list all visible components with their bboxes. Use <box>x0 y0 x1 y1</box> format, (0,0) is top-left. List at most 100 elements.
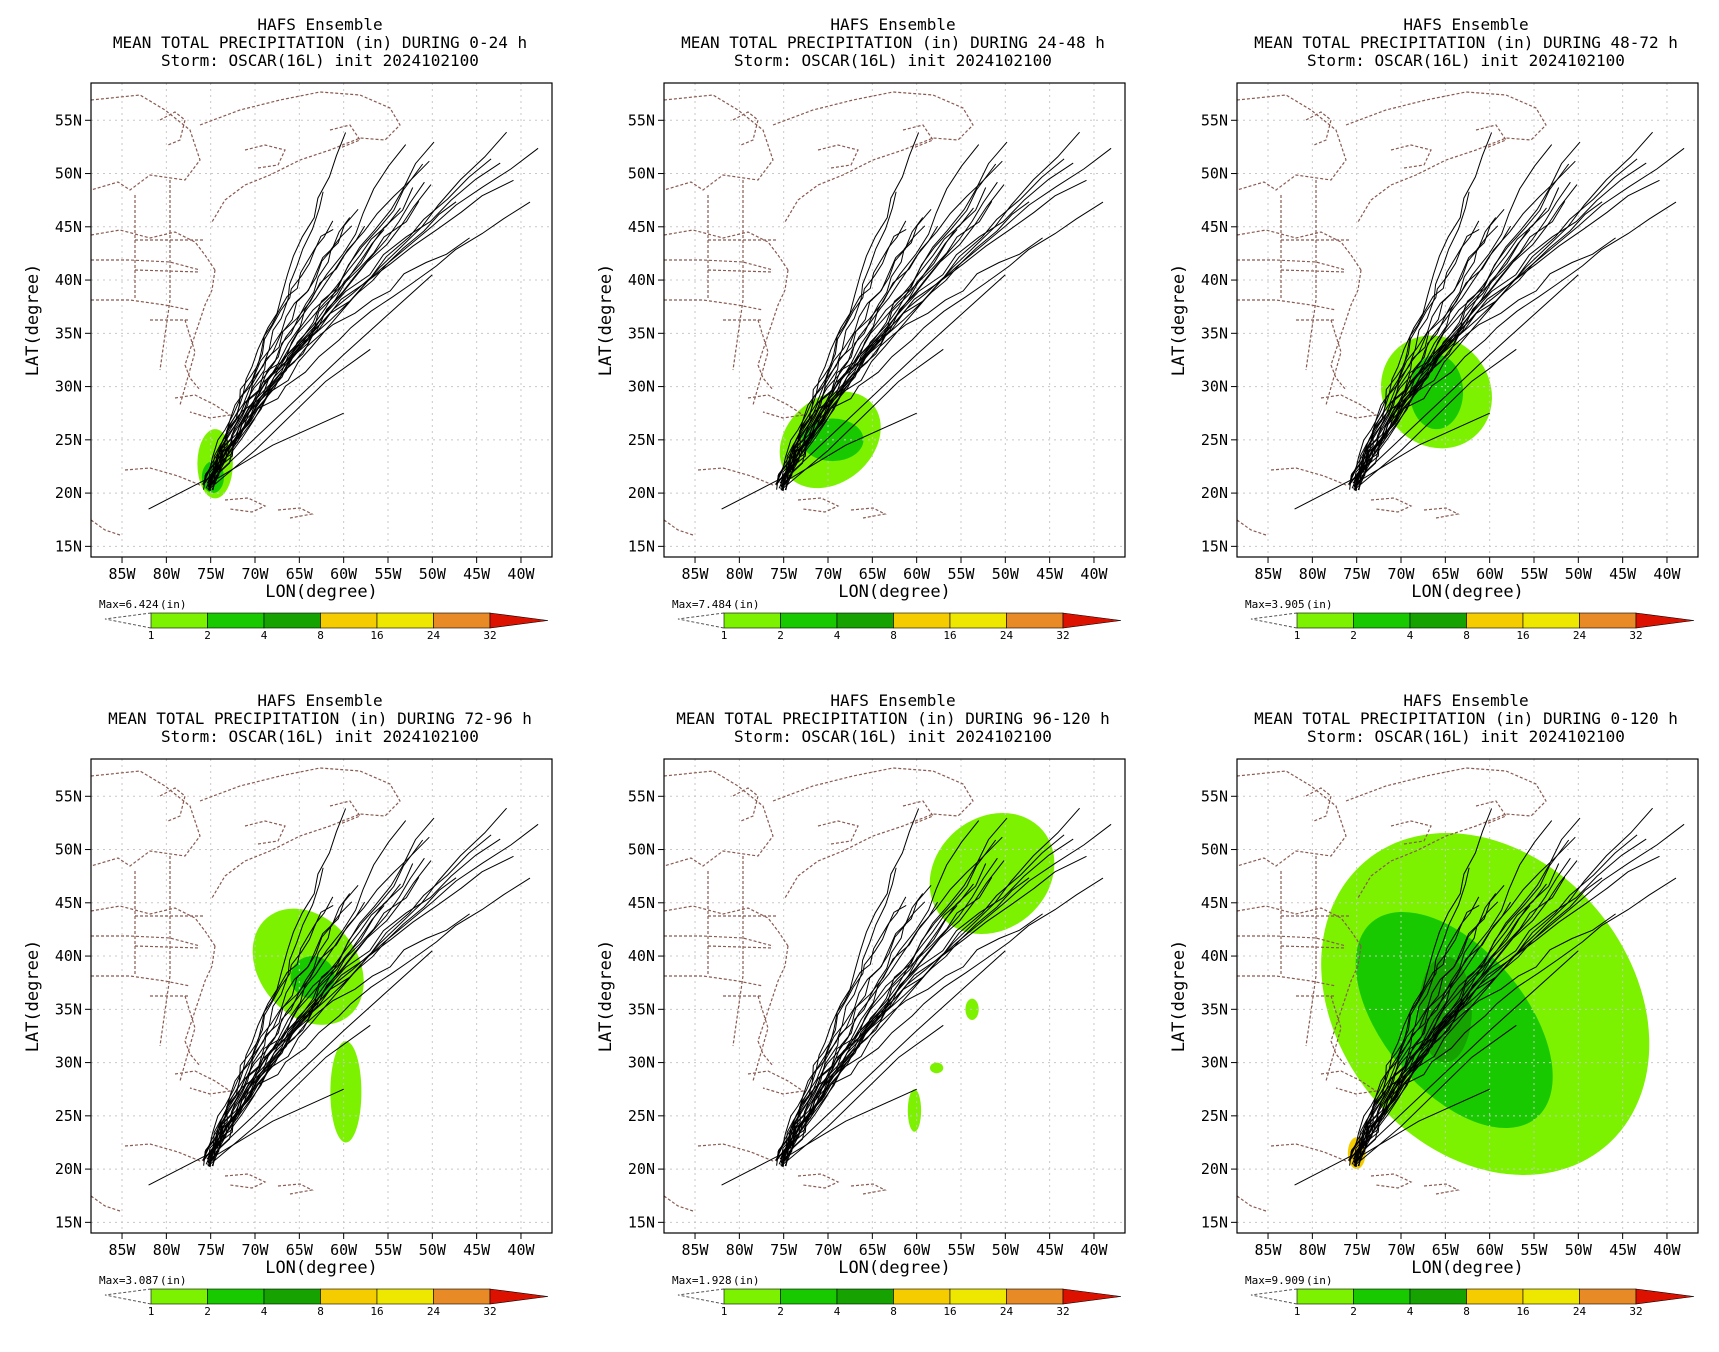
track-18 <box>203 179 514 486</box>
colorbar-bin-4 <box>1466 1288 1524 1305</box>
track-29 <box>721 1152 784 1186</box>
track-29 <box>721 476 784 510</box>
y-tick-label: 20N <box>628 1160 655 1178</box>
colorbar-level-label: 8 <box>1463 1305 1470 1318</box>
track-11 <box>1355 904 1480 1167</box>
colorbar-bin-2 <box>1353 1288 1411 1305</box>
track-29 <box>1294 1152 1357 1186</box>
colorbar-level-label: 24 <box>427 629 441 642</box>
track-11 <box>782 228 907 491</box>
y-tick-label: 25N <box>1201 431 1228 449</box>
colorbar-bin-1 <box>723 1288 781 1305</box>
x-tick-label: 55W <box>374 1241 402 1259</box>
chart-title-line-1: HAFS Ensemble <box>830 15 955 34</box>
coastline-14 <box>179 995 196 1082</box>
coastline-10 <box>1320 1070 1378 1095</box>
x-tick-label: 45W <box>463 1241 491 1259</box>
chart-title-line-3: Storm: OSCAR(16L) init 2024102100 <box>734 51 1052 70</box>
track-29 <box>148 476 211 510</box>
track-24 <box>782 838 1074 1167</box>
coastline-7 <box>199 767 401 899</box>
track-25 <box>776 200 993 484</box>
y-tick-label: 35N <box>1201 324 1228 342</box>
coastline-9 <box>329 800 361 825</box>
colorbar-bin-4 <box>320 612 378 629</box>
coastlines <box>663 767 974 1212</box>
coastline-14 <box>1325 995 1342 1082</box>
track-11 <box>209 228 334 491</box>
colorbar-level-label: 32 <box>1056 1305 1069 1318</box>
colorbar-level-label: 8 <box>317 629 324 642</box>
colorbar: Max=9.909 (in)1 2 4 8 16 24 32 <box>1245 1274 1695 1318</box>
x-tick-label: 45W <box>1609 565 1637 583</box>
x-tick-label: 50W <box>1565 565 1593 583</box>
y-tick-label: 50N <box>1201 165 1228 183</box>
colorbar-level-label: 1 <box>721 1305 728 1318</box>
y-axis-label: LAT(degree) <box>23 940 43 1053</box>
colorbar-bin-6 <box>1006 1288 1064 1305</box>
state-boundary-6 <box>707 269 774 273</box>
colorbar-level-label: 16 <box>1516 629 1529 642</box>
track-25 <box>1349 876 1566 1160</box>
coastline-7 <box>772 767 974 899</box>
colorbar-level-label: 32 <box>483 1305 496 1318</box>
coastline-13 <box>1423 507 1460 519</box>
coastline-14 <box>752 319 769 406</box>
track-18 <box>776 179 1087 486</box>
coastline-8 <box>1390 144 1432 169</box>
coastline-11 <box>1270 467 1362 486</box>
colorbar-level-label: 1 <box>721 629 728 642</box>
colorbar-under-triangle <box>1250 1288 1298 1305</box>
colorbar-level-label: 16 <box>943 1305 956 1318</box>
chart-title-line-1: HAFS Ensemble <box>1403 691 1528 710</box>
y-tick-label: 55N <box>628 787 655 805</box>
track-21 <box>1358 141 1581 491</box>
max-label: Max=9.909 <box>1245 1274 1305 1287</box>
coastlines <box>1236 91 1547 536</box>
coastline-11 <box>697 467 789 486</box>
plot-frame <box>663 758 1126 1234</box>
colorbar-level-label: 4 <box>261 1305 268 1318</box>
x-tick-label: 60W <box>1476 565 1504 583</box>
colorbar-level-label: 2 <box>1350 1305 1357 1318</box>
x-axis-label: LON(degree) <box>1411 1258 1524 1278</box>
y-tick-label: 45N <box>55 218 82 236</box>
grid <box>91 83 552 557</box>
colorbar-over-triangle <box>1635 612 1695 629</box>
x-axis-label: LON(degree) <box>1411 582 1524 602</box>
y-tick-label: 40N <box>628 271 655 289</box>
colorbar-level-label: 8 <box>317 1305 324 1318</box>
plot-frame <box>1236 82 1699 558</box>
x-tick-label: 60W <box>903 565 931 583</box>
y-tick-label: 35N <box>55 1000 82 1018</box>
chart-panel-4: HAFS Ensemble MEAN TOTAL PRECIPITATION (i… <box>0 676 573 1352</box>
colorbar-under-triangle <box>677 612 725 629</box>
coastline-11 <box>1270 1143 1362 1162</box>
grid <box>91 759 552 1233</box>
x-axis-label: LON(degree) <box>838 1258 951 1278</box>
coastline-3 <box>90 905 216 947</box>
y-tick-label: 20N <box>628 484 655 502</box>
colorbar-bin-1 <box>150 612 208 629</box>
colorbar-level-label: 2 <box>204 1305 211 1318</box>
track-13 <box>211 863 414 1160</box>
chart-title-line-1: HAFS Ensemble <box>257 15 382 34</box>
x-tick-label: 65W <box>286 1241 314 1259</box>
track-25 <box>776 876 993 1160</box>
track-26 <box>209 147 539 491</box>
colorbar-level-label: 8 <box>890 629 897 642</box>
x-tick-label: 50W <box>992 1241 1020 1259</box>
colorbar: Max=7.484 (in)1 2 4 8 16 24 32 <box>672 598 1122 642</box>
coastline-4 <box>184 945 216 1067</box>
coastline-14 <box>752 995 769 1082</box>
coastline-7 <box>772 91 974 223</box>
coastline-13 <box>850 1183 887 1195</box>
grid <box>664 83 1125 557</box>
x-tick-label: 70W <box>1387 1241 1415 1259</box>
y-tick-label: 40N <box>628 947 655 965</box>
track-24 <box>209 838 501 1167</box>
chart-panel-6: HAFS Ensemble MEAN TOTAL PRECIPITATION (i… <box>1146 676 1719 1352</box>
coastlines <box>663 91 974 536</box>
coastline-9 <box>1475 124 1507 149</box>
y-tick-label: 50N <box>628 841 655 859</box>
